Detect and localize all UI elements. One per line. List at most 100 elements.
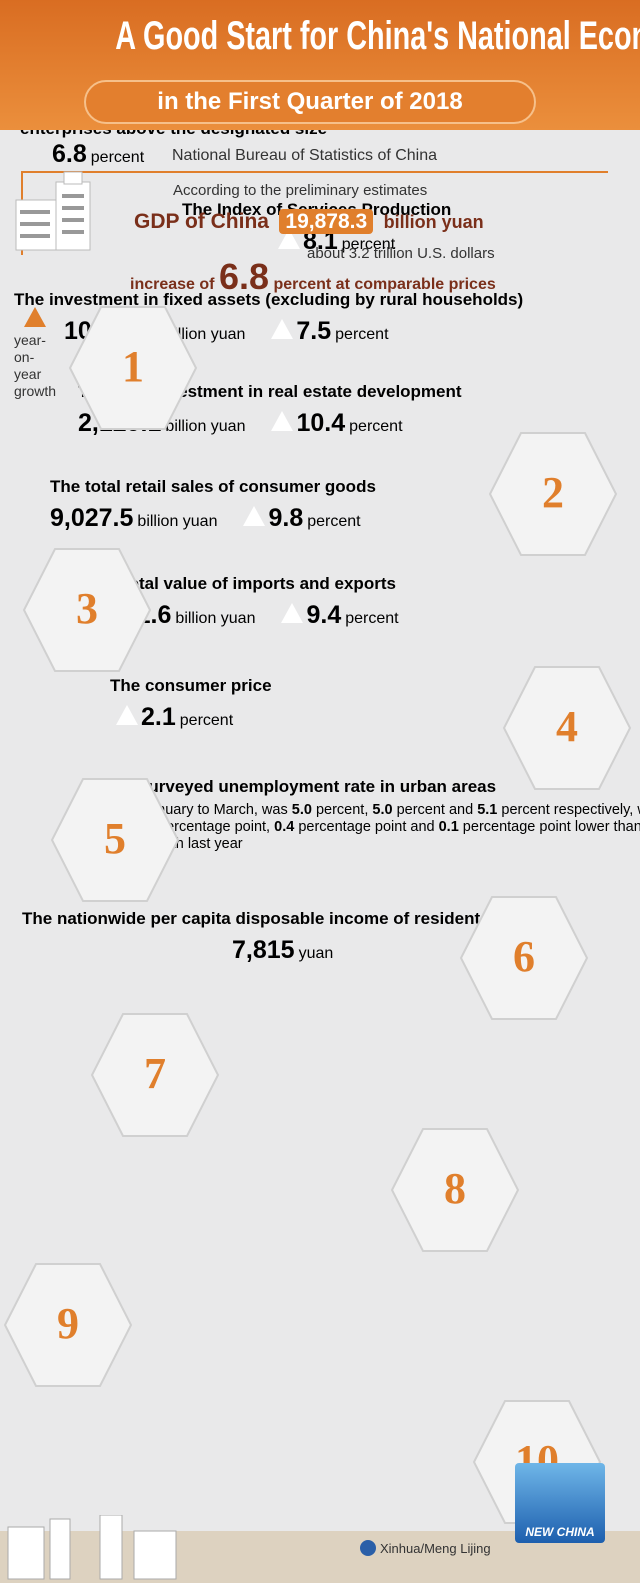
value-row: 6.8 percent <box>20 140 575 169</box>
hexagon-shape <box>390 1128 520 1252</box>
item-number: 5 <box>104 814 126 863</box>
gdp-label: GDP of China <box>134 210 269 233</box>
hexagon-shape <box>90 1013 220 1137</box>
item-number: 8 <box>444 1164 466 1213</box>
legend-text: year-on-year growth <box>14 332 56 400</box>
hexagon <box>50 778 180 902</box>
item-band: The nationwide per capita disposable inc… <box>0 897 562 994</box>
growth-triangle <box>243 506 266 526</box>
title: A Good Start for China's National Econom… <box>0 14 640 59</box>
item-title: The nationwide per capita disposable inc… <box>22 909 490 928</box>
item-band: The total retail sales of consumer goods… <box>0 467 560 564</box>
item-growth: 7.5 <box>296 317 332 345</box>
item-title: The consumer price <box>110 676 272 695</box>
value-row: 9,027.5 billion yuan 9.8 percent <box>50 504 560 533</box>
item-title: The investment in fixed assets (excludin… <box>14 290 524 309</box>
item-growth: 9.4 <box>306 601 342 629</box>
item-number: 1 <box>122 342 144 391</box>
item-number: 9 <box>57 1299 79 1348</box>
item-number: 7 <box>144 1049 166 1098</box>
item-growth: 2.1 <box>141 703 176 731</box>
item-unit: billion yuan <box>137 513 218 530</box>
gdp-unit: billion yuan <box>383 212 484 232</box>
subtitle: in the First Quarter of 2018 <box>84 80 536 124</box>
hexagon <box>3 1263 133 1387</box>
credit: Xinhua/Meng Lijing <box>380 1541 491 1556</box>
value-row: 7,815 yuan <box>22 936 562 965</box>
hexagon-shape <box>22 548 152 672</box>
growth-unit: percent <box>179 712 234 729</box>
detail-part: 0.4 <box>274 819 295 835</box>
detail-part: percent, <box>311 802 373 818</box>
item-value: 6.8 <box>52 140 87 168</box>
item-band: The surveyed unemployment rate in urban … <box>0 761 640 897</box>
item-band: The consumer price 2.1 percent <box>0 659 570 761</box>
legend-line: year- <box>14 332 46 348</box>
hexagon <box>488 432 618 556</box>
item-number: 3 <box>76 584 98 633</box>
item-growth: 10.4 <box>296 409 346 437</box>
item-number: 4 <box>556 702 578 751</box>
item-value: 7,815 <box>232 936 295 964</box>
detail-part: percentage point and <box>294 819 439 835</box>
item-detail: From January to March, was 5.0 percent, … <box>104 802 640 853</box>
detail-part: percentage point, <box>154 819 275 835</box>
hexagon-shape <box>488 432 618 556</box>
item-growth: 9.8 <box>268 504 304 532</box>
item-number: 2 <box>542 468 564 517</box>
gdp-line: GDP of China 19,878.3 billion yuan <box>134 209 484 234</box>
increase-label: increase of <box>130 276 215 293</box>
item-unit: billion yuan <box>165 326 246 343</box>
growth-triangle <box>116 705 138 725</box>
detail-part: percent and <box>392 802 478 818</box>
growth-triangle <box>281 603 304 623</box>
usd: about 3.2 trillion U.S. dollars <box>307 245 495 262</box>
windows <box>20 194 84 238</box>
legend-triangle <box>24 307 46 327</box>
growth-triangle <box>271 411 294 431</box>
item-unit: billion yuan <box>165 418 246 435</box>
logo: NEW CHINA <box>515 1463 605 1543</box>
growth-unit: percent <box>307 513 361 530</box>
growth-triangle <box>271 319 294 339</box>
growth-unit: percent <box>349 418 403 435</box>
detail-part: 5.1 <box>477 802 498 818</box>
hexagon <box>390 1128 520 1252</box>
item-value: 9,027.5 <box>50 504 134 532</box>
item-unit: billion yuan <box>175 610 256 627</box>
hexagon-shape <box>502 666 632 790</box>
intro-art <box>15 171 608 255</box>
item-unit: yuan <box>298 945 334 962</box>
increase-value: 6.8 <box>218 256 269 297</box>
hexagon <box>22 548 152 672</box>
detail-part: 0.1 <box>438 819 459 835</box>
gdp-value: 19,878.3 <box>279 209 374 234</box>
note: According to the preliminary estimates <box>173 182 428 199</box>
item-band: The total value of imports and exports6,… <box>0 564 563 659</box>
hexagon-shape <box>50 778 180 902</box>
legend-line: on- <box>14 349 35 365</box>
legend-line: year <box>14 366 42 382</box>
hexagon <box>459 896 589 1020</box>
hexagon <box>502 666 632 790</box>
logo-text: NEW CHINA <box>525 1525 595 1539</box>
growth-unit: percent <box>335 326 389 343</box>
item-title: The surveyed unemployment rate in urban … <box>104 777 497 796</box>
item-unit: percent <box>90 149 145 166</box>
detail-part: 5.0 <box>372 802 393 818</box>
hexagon-shape <box>459 896 589 1020</box>
increase-unit: percent at comparable prices <box>273 276 496 293</box>
hexagon-shape <box>68 306 198 430</box>
growth-unit: percent <box>341 236 396 253</box>
source: National Bureau of Statistics of China <box>172 147 438 164</box>
detail-part: 5.0 <box>291 802 312 818</box>
item-number: 6 <box>513 932 535 981</box>
growth-triangle <box>278 229 300 249</box>
item-title: The total value of imports and exports <box>88 574 396 593</box>
hexagon <box>90 1013 220 1137</box>
value-row: 2.1 percent <box>110 703 570 732</box>
title-text: A Good Start for China's National Econom… <box>115 14 640 58</box>
